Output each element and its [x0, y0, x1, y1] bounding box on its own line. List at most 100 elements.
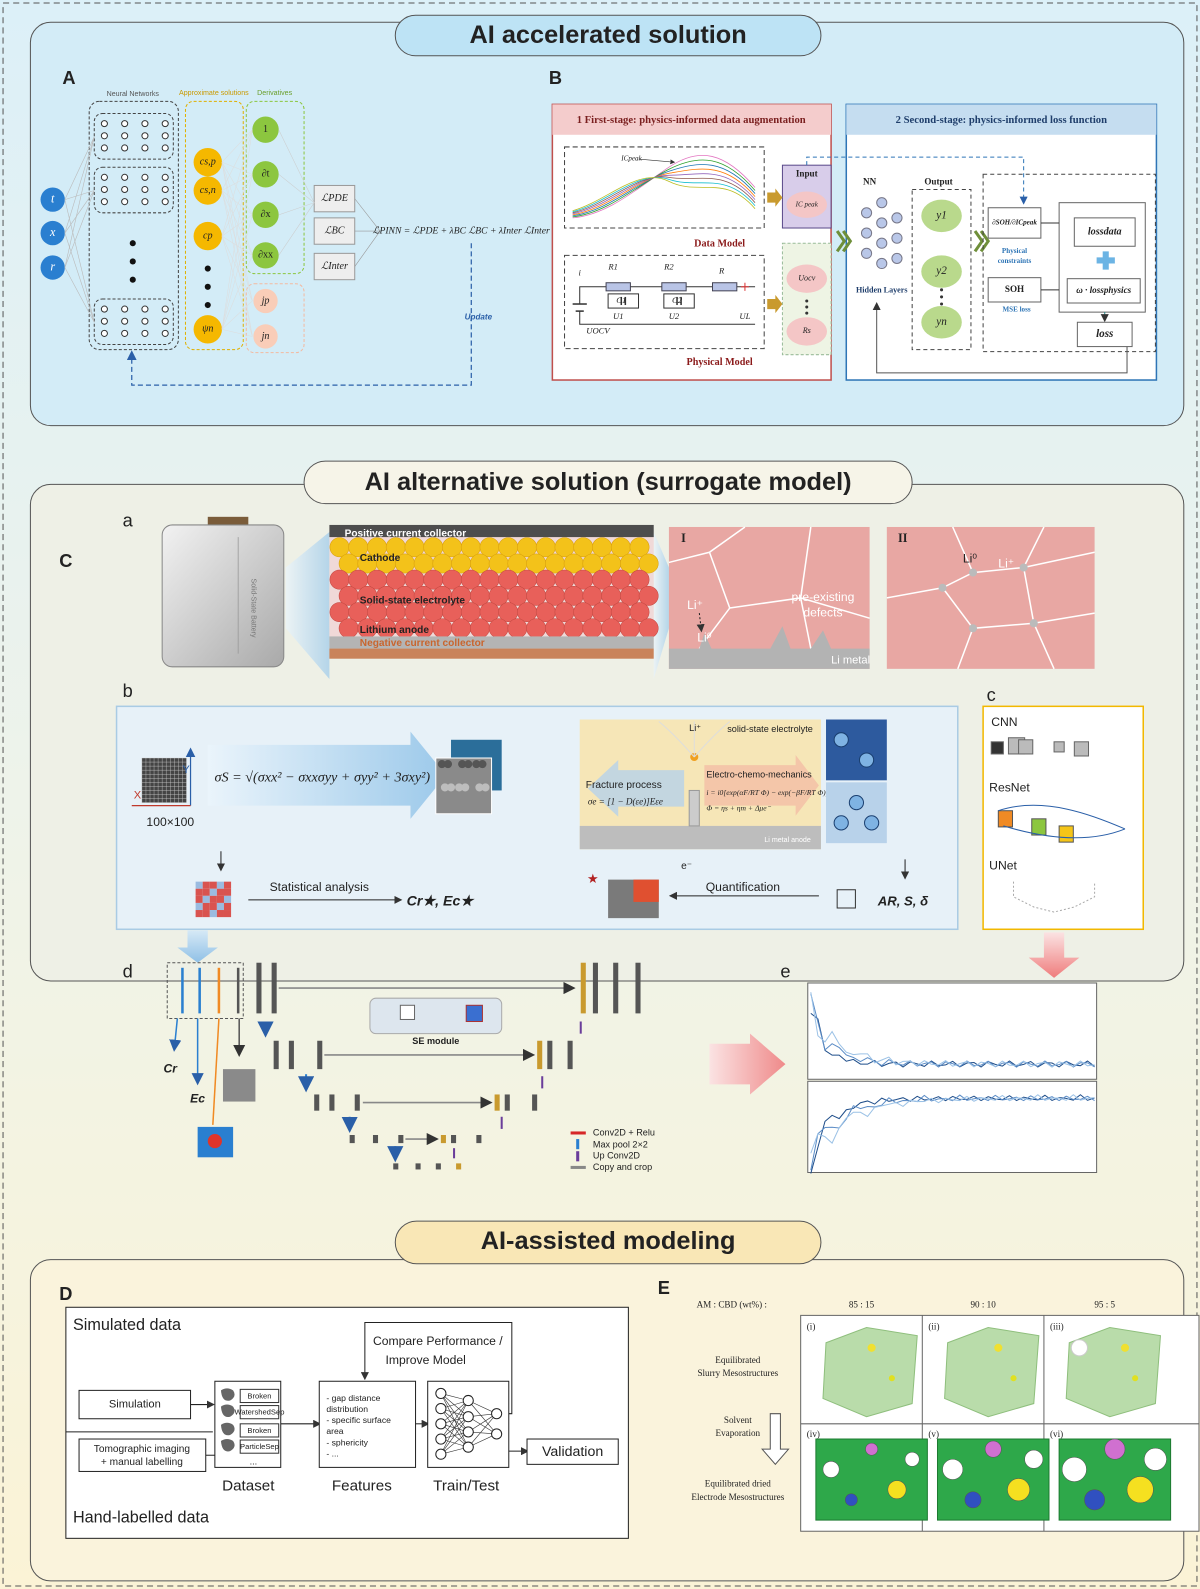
- node: [858, 752, 875, 768]
- skip-link: [998, 804, 1126, 839]
- node: [121, 144, 129, 152]
- connector: [221, 161, 253, 175]
- particle: [451, 618, 472, 639]
- box: [313, 252, 356, 281]
- node: [491, 1408, 503, 1420]
- ecm-text: Electro-chemo-mechanics: [706, 770, 812, 780]
- rows-text: Slurry Mesostructures: [697, 1368, 778, 1378]
- connector: [221, 329, 253, 337]
- node: [876, 217, 888, 229]
- inputs-text: r: [50, 259, 55, 273]
- block-icon: [997, 810, 1014, 828]
- connector: [64, 190, 95, 268]
- star-text: ★: [587, 871, 599, 886]
- battery-label: Solid-State Battery: [250, 579, 258, 638]
- grain-boundary: [668, 526, 870, 650]
- title-pill: [303, 460, 913, 505]
- stage2-header: [846, 104, 1157, 135]
- label-text: I: [681, 531, 686, 545]
- heatmap-cell: [216, 910, 224, 918]
- stat-result-text: Cr★, Ec★: [407, 894, 476, 910]
- inputs-text: x: [49, 225, 56, 239]
- connector: [221, 162, 253, 215]
- feature-map: [354, 1094, 360, 1111]
- hot-spot: [207, 1133, 222, 1149]
- heatmap-cell: [223, 910, 232, 918]
- circuit-text: UOCV: [586, 325, 611, 335]
- label-text: B: [549, 67, 562, 88]
- features-text: - gap distance: [326, 1393, 380, 1403]
- particle: [620, 618, 640, 639]
- circuit-text: i: [579, 268, 582, 278]
- title-text: AI-assisted modeling: [481, 1227, 736, 1255]
- curve: [572, 177, 756, 213]
- box: [663, 293, 695, 309]
- rows-text: Evaporation: [716, 1428, 761, 1438]
- box: [313, 217, 356, 245]
- connector: [638, 158, 676, 165]
- feature-map: [504, 1094, 510, 1111]
- outputs-text: cp: [203, 230, 213, 241]
- texture: [472, 760, 481, 769]
- formula-text: σS = √(σxx² − σxxσyy + σyy² + 3σxy²): [215, 770, 431, 786]
- feature-map: [592, 962, 598, 1014]
- input-items-text: IC peak: [795, 200, 819, 208]
- node: [141, 185, 149, 194]
- connector: [354, 198, 381, 232]
- particle: [338, 618, 359, 639]
- connector: [169, 1018, 182, 1052]
- ic-peak-text: ICpeak: [620, 155, 642, 163]
- node: [1132, 1375, 1139, 1382]
- heatmap-cell: [195, 881, 203, 889]
- label-text: II: [898, 531, 908, 545]
- slurry-cube: [944, 1327, 1040, 1418]
- box: [166, 962, 244, 1019]
- input-node: [786, 317, 828, 346]
- layer-icon: [1073, 741, 1090, 757]
- node: [876, 197, 888, 209]
- layers-text: Cathode: [360, 553, 401, 564]
- loss-physics-text: ω · lossphysics: [1076, 285, 1131, 295]
- derivatives-text: 1: [263, 124, 268, 135]
- box: [93, 298, 174, 346]
- label-text: D: [59, 1283, 72, 1304]
- node: [100, 132, 108, 140]
- deriv-text: Derivatives: [257, 89, 292, 97]
- circuit-text: C1: [616, 295, 626, 305]
- electron-text: e⁻: [681, 861, 692, 872]
- mse-text: MSE loss: [1002, 306, 1030, 314]
- lithium-anode: [329, 636, 654, 649]
- legend-text: Up Conv2D: [593, 1151, 641, 1161]
- particle-icon: [220, 1404, 235, 1418]
- node: [1029, 619, 1038, 628]
- approx-text: Approximate solutions: [179, 89, 249, 97]
- heatmap-cell: [223, 902, 232, 911]
- texture: [443, 760, 453, 769]
- node: [100, 173, 108, 181]
- box: [93, 166, 174, 214]
- input-node: [786, 264, 828, 293]
- chevron: [835, 230, 853, 253]
- node: [141, 198, 149, 206]
- feature-map: [398, 1135, 404, 1144]
- particle: [964, 1491, 982, 1509]
- outputs-text: yn: [935, 316, 947, 328]
- loss-data-text: lossdata: [1088, 226, 1122, 237]
- connector: [440, 1416, 469, 1455]
- particle-icon: [220, 1388, 235, 1401]
- node: [462, 1411, 474, 1423]
- connector: [64, 232, 95, 323]
- li-ion-text: Li⁺: [998, 557, 1014, 571]
- title-text: AI alternative solution (surrogate model…: [365, 468, 852, 496]
- node: [193, 315, 222, 344]
- node: [491, 1428, 503, 1440]
- box: [661, 282, 687, 292]
- metric-curve: [810, 1094, 1095, 1174]
- particle: [1007, 1478, 1030, 1502]
- title-text: AI accelerated solution: [469, 21, 746, 49]
- li-ion-text: Li⁺: [687, 598, 703, 612]
- li-ion-text: Li⁺: [689, 723, 701, 733]
- circuit-text: R: [718, 266, 725, 276]
- node: [141, 120, 149, 128]
- heatmap-cell: [223, 888, 232, 896]
